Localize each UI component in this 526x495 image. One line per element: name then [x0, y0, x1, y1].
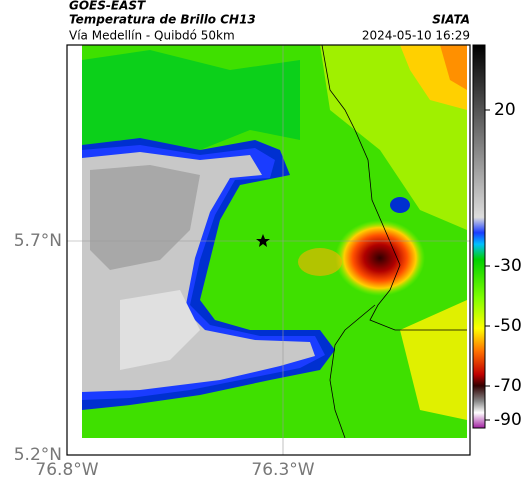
lat-tick-label: 5.2°N	[14, 445, 62, 465]
map-frame	[66, 44, 471, 456]
satellite: GOES-EAST	[69, 0, 146, 13]
colorbar	[472, 44, 486, 429]
colorbar-tick-label: -90	[494, 410, 522, 430]
lon-tick-label: 76.3°W	[251, 460, 314, 480]
product: Temperatura de Brillo CH13	[69, 13, 256, 27]
colorbar-tick-label: -70	[494, 376, 522, 396]
route: Vía Medellín - Quibdó 50km	[69, 29, 235, 43]
colorbar-tick-label: 20	[494, 100, 516, 120]
datetime: 2024-05-10 16:29	[362, 29, 470, 43]
location-marker	[256, 234, 270, 247]
satellite-image	[82, 45, 467, 438]
lat-tick-label: 5.7°N	[14, 231, 62, 251]
source: SIATA	[432, 13, 470, 27]
colorbar-tick-label: -30	[494, 256, 522, 276]
lon-tick-label: 76.8°W	[35, 460, 98, 480]
colorbar-tick-label: -50	[494, 316, 522, 336]
